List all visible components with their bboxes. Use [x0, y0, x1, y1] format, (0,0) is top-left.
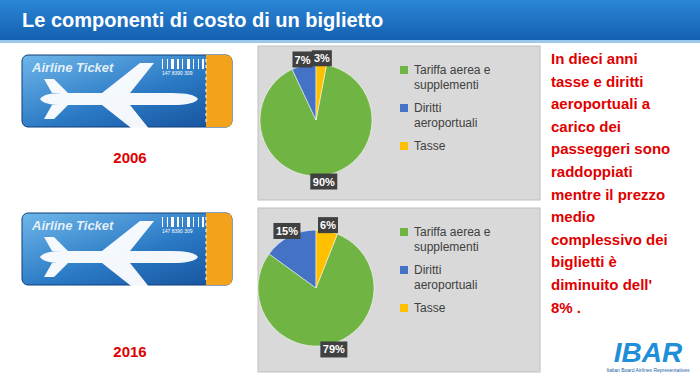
data-label-box: [273, 223, 300, 239]
note-line: medio: [551, 208, 595, 225]
chart-panel: [258, 208, 540, 372]
logo: IBARItalian Board Airlines Representativ…: [606, 337, 690, 373]
data-label-box: [318, 217, 338, 233]
legend: Tariffa aerea esupplementi Dirittiaeropor…: [400, 225, 491, 315]
chart-panel: [258, 46, 540, 200]
legend-swatch: [400, 66, 408, 74]
slide: Le componenti di costo di un biglietto Ai…: [0, 0, 700, 384]
barcode-bar: [193, 217, 194, 227]
title-underline: [0, 40, 700, 43]
data-labels: 90% 7%3%: [292, 50, 337, 189]
barcode-bar: [198, 217, 199, 227]
logo-caption: Italian Board Airlines Representatives: [606, 367, 690, 373]
note-line: 8% .: [551, 299, 581, 316]
ticket-perforation: [206, 217, 207, 281]
barcode-bar: [167, 59, 168, 69]
data-label: 7%: [295, 53, 311, 65]
title: Le componenti di costo di un biglietto: [22, 9, 383, 31]
ticket-perforation: [206, 59, 207, 123]
title-bar: [0, 0, 700, 40]
legend-swatch: [400, 142, 408, 150]
note-line: diminuito dell': [551, 276, 652, 293]
chart-title: 2016: [113, 343, 146, 360]
pie: [258, 230, 374, 346]
logo-text: IBAR: [614, 337, 683, 368]
barcode-bar: [182, 59, 183, 69]
legend-swatch: [400, 228, 408, 236]
ticket-stub: [206, 55, 232, 127]
barcode-bar: [171, 217, 174, 227]
legend-swatch: [400, 266, 408, 274]
legend-label: Tariffa aerea esupplementi: [414, 63, 491, 92]
note-line: raddoppiati: [551, 163, 633, 180]
legend: Tariffa aerea esupplementi Dirittiaeropor…: [400, 63, 491, 153]
ticket: Airline Ticket 147 8390 309: [22, 213, 232, 293]
barcode-bar: [202, 217, 204, 227]
barcode-bar: [187, 217, 190, 227]
barcode-bar: [177, 217, 179, 227]
data-labels: 79% 15% 6%: [273, 217, 347, 357]
note-line: biglietti è: [551, 253, 617, 270]
note-line: tasse e diritti: [551, 73, 644, 90]
legend-label: Tariffa aerea esupplementi: [414, 225, 491, 254]
ticket-text: Airline Ticket: [31, 60, 114, 75]
ticket-stub: [206, 213, 232, 285]
data-label-box: [310, 174, 337, 190]
pie: [260, 64, 372, 176]
note-line: aeroportuali a: [551, 95, 651, 112]
barcode-bar: [162, 59, 163, 69]
note-line: In dieci anni: [551, 50, 638, 67]
legend-swatch: [400, 304, 408, 312]
legend-label: Dirittiaeroportuali: [414, 263, 477, 292]
pie-slice: [316, 64, 326, 120]
data-label: 6%: [320, 219, 336, 231]
data-label: 3%: [314, 52, 330, 64]
barcode-bar: [193, 59, 194, 69]
note-line: mentre il prezzo: [551, 186, 665, 203]
legend-label: Dirittiaeroportuali: [414, 101, 477, 130]
note-line: passeggeri sono: [551, 140, 670, 157]
barcode-bar: [171, 59, 174, 69]
data-label-box: [292, 51, 312, 67]
legend-swatch: [400, 104, 408, 112]
note-line: complessivo dei: [551, 231, 668, 248]
pie-slice: [292, 64, 316, 120]
chart-title: 2006: [113, 149, 146, 166]
barcode-bar: [198, 59, 199, 69]
data-label-box: [320, 341, 347, 357]
ticket: Airline Ticket 147 8390 309: [22, 55, 232, 135]
note: In dieci anni tasse e diritti aeroportuali…: [551, 50, 670, 316]
note-line: carico dei: [551, 118, 621, 135]
legend-label: Tasse: [414, 301, 446, 315]
barcode-bar: [187, 59, 190, 69]
barcode-bar: [177, 59, 179, 69]
data-label: 79%: [323, 343, 345, 355]
data-label-box: [312, 50, 332, 66]
barcode-bar: [162, 217, 163, 227]
barcode-bar: [167, 217, 168, 227]
ticket-text: Airline Ticket: [31, 218, 114, 233]
data-label: 15%: [276, 225, 298, 237]
ticket-code: 147 8390 309: [162, 228, 193, 234]
pie-slice: [260, 65, 372, 176]
legend-label: Tasse: [414, 139, 446, 153]
barcode-bar: [182, 217, 183, 227]
barcode-bar: [202, 59, 204, 69]
data-label: 90%: [313, 176, 335, 188]
pie-slice: [316, 230, 337, 288]
ticket-code: 147 8390 309: [162, 70, 193, 76]
